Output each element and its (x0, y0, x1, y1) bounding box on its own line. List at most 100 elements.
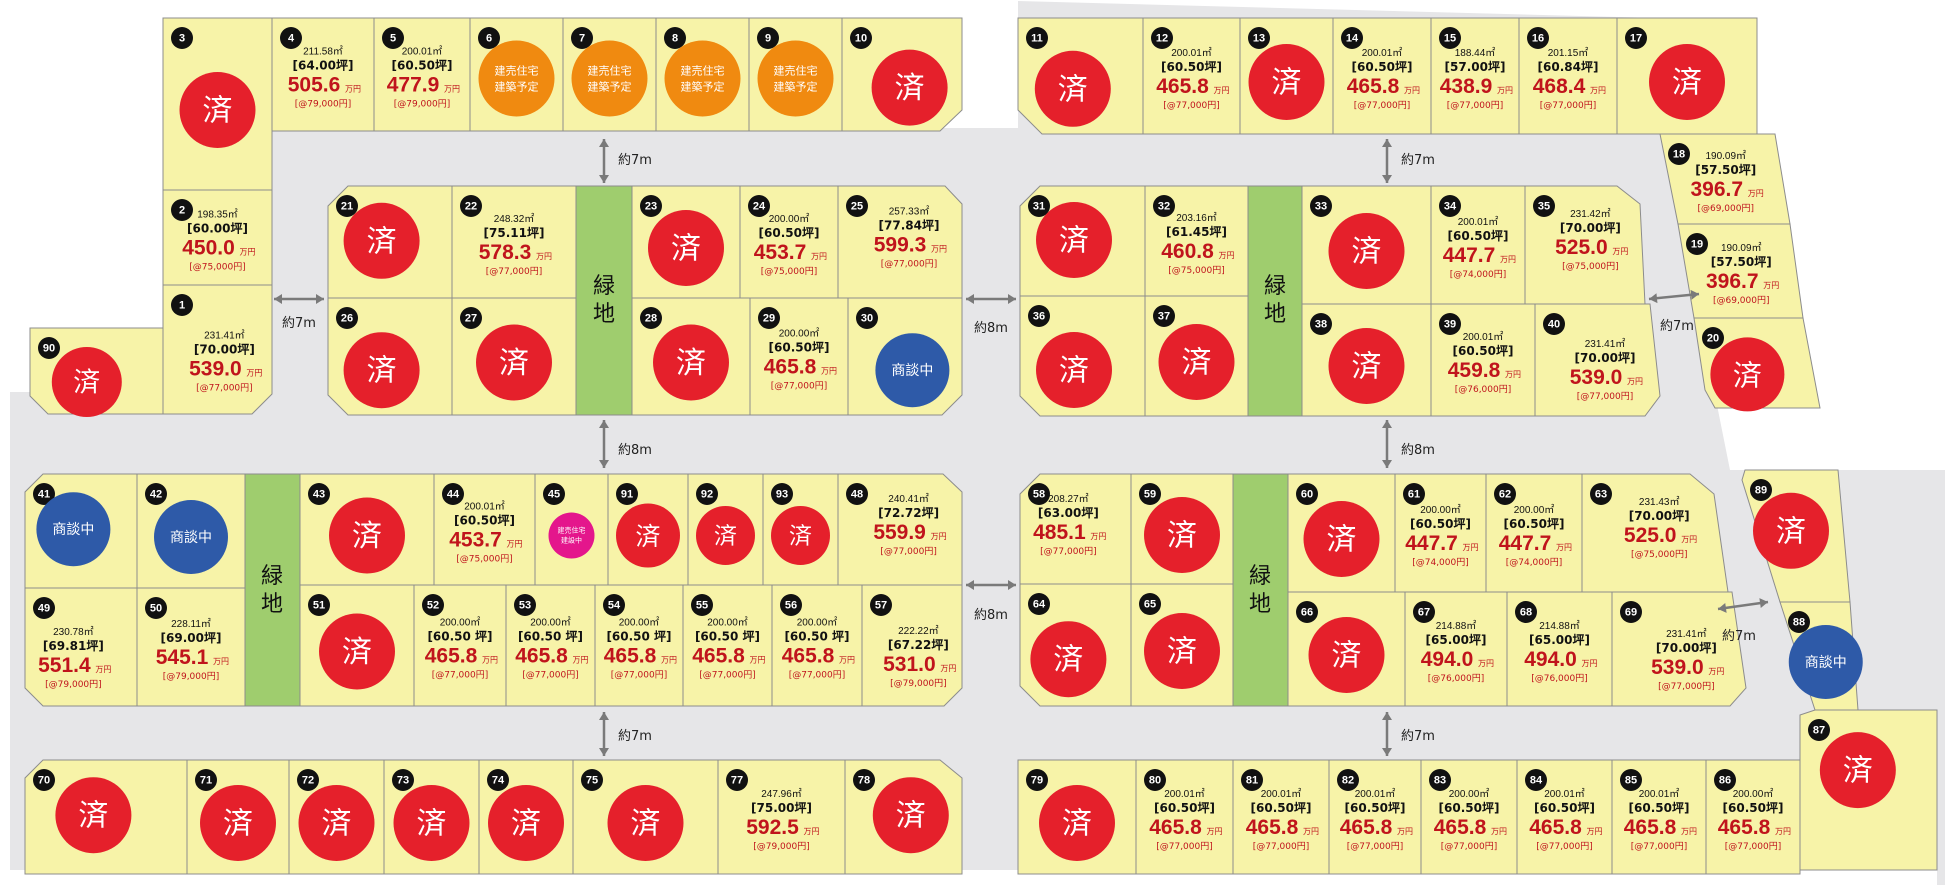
lot-48[interactable]: 48 240.41㎡[72.72坪]559.9 万円 [@77,000円] (837, 473, 963, 586)
lot-18[interactable]: 18 190.09㎡[57.50坪]396.7 万円 [@69,000円] (1659, 133, 1791, 225)
lot-7[interactable]: 7 建売住宅建築予定 (562, 17, 657, 132)
lot-21[interactable]: 21 済 (327, 185, 453, 299)
lot-90[interactable]: 90 済 (29, 327, 164, 417)
lot-4[interactable]: 4 211.58㎡[64.00坪]505.6 万円 [@79,000円] (271, 17, 375, 132)
lot-78[interactable]: 78 済 (844, 759, 963, 875)
lot-22[interactable]: 22 248.32㎡[75.11坪]578.3 万円 [@77,000円] (451, 185, 577, 299)
lot-70[interactable]: 70 済 (24, 759, 188, 875)
lot-54[interactable]: 54 200.00㎡[60.50 坪]465.8 万円 [@77,000円] (594, 584, 684, 707)
lot-10[interactable]: 10 済 (841, 17, 963, 132)
lot-20[interactable]: 20 済 (1693, 317, 1821, 412)
lot-40[interactable]: 40 231.41㎡[70.00坪]539.0 万円 [@77,000円] (1534, 303, 1661, 417)
lot-parcel[interactable] (861, 584, 963, 707)
lot-72[interactable]: 72 済 (288, 759, 385, 875)
lot-68[interactable]: 68 214.88㎡[65.00坪]494.0 万円 [@76,000円] (1506, 591, 1613, 707)
lot-parcel[interactable] (837, 473, 963, 586)
lot-28[interactable]: 28 済 (631, 297, 751, 416)
lot-43[interactable]: 43 済 (299, 473, 435, 586)
lot-60[interactable]: 60 済 (1287, 473, 1396, 593)
lot-65[interactable]: 65 済 (1130, 583, 1234, 707)
lot-42[interactable]: 42 商談中 (136, 473, 246, 589)
lot-5[interactable]: 5 200.01㎡[60.50坪]477.9 万円 [@79,000円] (373, 17, 471, 132)
lot-17[interactable]: 17 済 (1616, 17, 1758, 135)
lot-parcel[interactable] (837, 185, 963, 299)
lot-25[interactable]: 25 257.33㎡[77.84坪]599.3 万円 [@77,000円] (837, 185, 963, 299)
lot-11[interactable]: 11 済 (1017, 17, 1144, 135)
lot-93[interactable]: 93 済 (762, 473, 839, 586)
lot-39[interactable]: 39 200.01㎡[60.50坪]459.8 万円 [@76,000円] (1430, 303, 1536, 417)
lot-64[interactable]: 64 済 (1019, 583, 1132, 707)
lot-32[interactable]: 32 203.16㎡[61.45坪]460.8 万円 [@75,000円] (1144, 185, 1249, 297)
lot-8[interactable]: 8 建売住宅建築予定 (655, 17, 750, 132)
lot-92[interactable]: 92 済 (687, 473, 764, 586)
lot-57[interactable]: 57 222.22㎡[67.22坪]531.0 万円 [@79,000円] (861, 584, 963, 707)
lot-parcel[interactable] (1534, 303, 1661, 417)
lot-29[interactable]: 29 200.00㎡[60.50坪]465.8 万円 [@77,000円] (749, 297, 849, 416)
lot-3[interactable]: 3済 (162, 17, 273, 191)
lot-88[interactable]: 88 商談中 (1779, 601, 1863, 711)
lot-63[interactable]: 63 231.43㎡[70.00坪]525.0 万円 [@75,000円] (1581, 473, 1729, 593)
lot-89[interactable]: 89 済 (1741, 469, 1851, 603)
lot-50[interactable]: 50 228.11㎡[69.00坪]545.1 万円 [@79,000円] (136, 587, 246, 707)
lot-55[interactable]: 55 200.00㎡[60.50 坪]465.8 万円 [@77,000円] (682, 584, 773, 707)
lot-19[interactable]: 19 190.09㎡[57.50坪]396.7 万円 [@69,000円] (1677, 223, 1804, 319)
lot-13[interactable]: 13 済 (1239, 17, 1334, 135)
lot-parcel[interactable] (136, 587, 246, 707)
lot-66[interactable]: 66 済 (1287, 591, 1406, 707)
lot-74[interactable]: 74 済 (478, 759, 574, 875)
lot-69[interactable]: 69 231.41㎡[70.00坪]539.0 万円 [@77,000円] (1611, 591, 1747, 707)
lot-15[interactable]: 15 188.44㎡[57.00坪]438.9 万円 [@77,000円] (1430, 17, 1520, 135)
lot-30[interactable]: 30 商談中 (847, 297, 963, 416)
lot-71[interactable]: 71 済 (186, 759, 290, 875)
lot-26[interactable]: 26 済 (327, 297, 453, 416)
lot-parcel[interactable] (1524, 185, 1646, 305)
lot-6[interactable]: 6 建売住宅建築予定 (469, 17, 564, 132)
lot-number-badge (487, 769, 509, 791)
lot-37[interactable]: 37 済 (1144, 295, 1249, 417)
lot-parcel[interactable] (1611, 591, 1747, 707)
lot-parcel[interactable] (24, 587, 138, 707)
lot-2[interactable]: 2 198.35㎡[60.00坪]450.0 万円 [@75,000円] (162, 189, 273, 286)
lot-79[interactable]: 79 済 (1017, 759, 1137, 875)
lot-77[interactable]: 77 247.96㎡[75.00坪]592.5 万円 [@79,000円] (717, 759, 846, 875)
lot-41[interactable]: 41 商談中 (24, 473, 138, 589)
lot-9[interactable]: 9 建売住宅建築予定 (748, 17, 843, 132)
lot-16[interactable]: 16 201.15㎡[60.84坪]468.4 万円 [@77,000円] (1518, 17, 1618, 135)
lot-parcel[interactable] (1581, 473, 1729, 593)
lot-33[interactable]: 33 済 (1301, 185, 1432, 305)
lot-87[interactable]: 87 済 (1799, 709, 1938, 871)
lot-1[interactable]: 1 231.41㎡[70.00坪]539.0 万円 [@77,000円] (162, 284, 273, 415)
lot-91[interactable]: 91 済 (607, 473, 689, 586)
lot-44[interactable]: 44 200.01㎡[60.50坪]453.7 万円 [@75,000円] (433, 473, 536, 586)
lot-31[interactable]: 31 済 (1019, 185, 1146, 297)
lot-23[interactable]: 23 済 (631, 185, 741, 299)
lot-67[interactable]: 67 214.88㎡[65.00坪]494.0 万円 [@76,000円] (1404, 591, 1508, 707)
lot-59[interactable]: 59 済 (1130, 473, 1234, 585)
lot-51[interactable]: 51 済 (299, 584, 415, 707)
lot-58[interactable]: 58 208.27㎡[63.00坪]485.1 万円 [@77,000円] (1019, 473, 1132, 585)
lot-53[interactable]: 53 200.00㎡[60.50 坪]465.8 万円 [@77,000円] (505, 584, 596, 707)
lot-75[interactable]: 75 済 (572, 759, 719, 875)
lot-38[interactable]: 38 済 (1301, 303, 1432, 417)
lot-36[interactable]: 36 済 (1019, 295, 1146, 417)
lot-35[interactable]: 35 231.42㎡[70.00坪]525.0 万円 [@75,000円] (1524, 185, 1646, 305)
lot-45[interactable]: 45 建売住宅建設中 (534, 473, 609, 586)
lot-27[interactable]: 27 済 (451, 297, 577, 416)
lot-73[interactable]: 73 済 (383, 759, 480, 875)
